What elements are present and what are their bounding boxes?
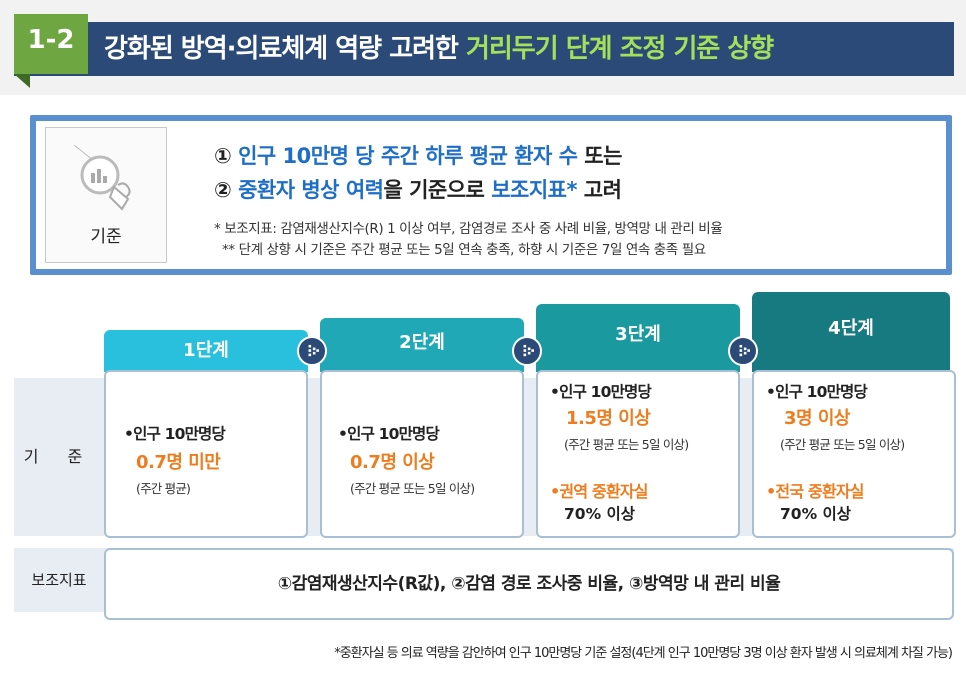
criteria-note-1: * 보조지표: 감염재생산지수(R) 1 이상 여부, 감염경로 조사 중 사례… bbox=[214, 221, 723, 237]
section-number-badge: 1-2 bbox=[14, 14, 88, 74]
stage-2-value: 0.7명 이상 bbox=[350, 452, 435, 473]
stage-3-extra-value: 70% 이상 bbox=[564, 505, 636, 523]
badge-fold bbox=[14, 74, 30, 88]
stage-1-header: 1단계 bbox=[104, 330, 308, 372]
stage-4-header: 4단계 bbox=[752, 292, 950, 372]
page-title: 강화된 방역·의료체계 역량 고려한 거리두기 단계 조정 기준 상향 bbox=[104, 22, 774, 76]
stage-3-extra-point: •권역 중환자실 bbox=[550, 482, 649, 501]
stage-4-extra-value: 70% 이상 bbox=[780, 505, 852, 523]
criteria-line-2: ② 중환자 병상 여력을 기준으로 보조지표* 고려 bbox=[214, 174, 622, 204]
chevron-right-icon bbox=[512, 336, 542, 366]
stage-1-value: 0.7명 미만 bbox=[136, 452, 221, 473]
stage-1-point: •인구 10만명당 bbox=[124, 425, 226, 443]
chart-magnifier-icon bbox=[74, 145, 131, 211]
stage-2-detail: (주간 평균 또는 5일 이상) bbox=[350, 481, 475, 496]
stage-3-header: 3단계 bbox=[536, 304, 740, 372]
stage-4-card: •인구 10만명당 3명 이상 (주간 평균 또는 5일 이상) •전국 중환자… bbox=[752, 370, 956, 538]
stage-1-card: •인구 10만명당 0.7명 미만 (주간 평균) bbox=[104, 370, 308, 538]
criteria-line-2-mid: 을 기준으로 bbox=[383, 178, 492, 202]
stage-4-point: •인구 10만명당 bbox=[766, 383, 868, 401]
criteria-line-1-rest: 또는 bbox=[577, 144, 622, 168]
criteria-line-1-marker: ① bbox=[214, 144, 239, 168]
criteria-line-1: ① 인구 10만명 당 주간 하루 평균 환자 수 또는 bbox=[214, 140, 622, 170]
row-label-criteria: 기 준 bbox=[23, 447, 95, 466]
chevron-right-icon bbox=[728, 336, 758, 366]
criteria-icon-panel bbox=[45, 127, 167, 263]
criteria-note-2: ** 단계 상향 시 기준은 주간 평균 또는 5일 연속 충족, 하향 시 기… bbox=[222, 242, 706, 258]
stage-4-detail: (주간 평균 또는 5일 이상) bbox=[780, 437, 905, 452]
footnote: *중환자실 등 의료 역량을 감안하여 인구 10만명당 기준 설정(4단계 인… bbox=[334, 646, 953, 661]
header-bar bbox=[14, 22, 954, 76]
aux-indicator-card bbox=[104, 548, 954, 620]
aux-indicator-text: ①감염재생산지수(R값), ②감염 경로 조사중 비율, ③방역망 내 관리 비… bbox=[277, 574, 781, 594]
section-number: 1-2 bbox=[27, 25, 75, 55]
title-highlight: 거리두기 단계 조정 기준 상향 bbox=[465, 34, 774, 64]
stage-3-card: •인구 10만명당 1.5명 이상 (주간 평균 또는 5일 이상) •권역 중… bbox=[536, 370, 740, 538]
criteria-line-2-rest: 고려 bbox=[576, 178, 622, 202]
title-main: 강화된 방역·의료체계 역량 고려한 bbox=[104, 34, 466, 64]
stage-3-detail: (주간 평균 또는 5일 이상) bbox=[564, 437, 689, 452]
stage-1-detail: (주간 평균) bbox=[136, 481, 191, 496]
criteria-line-2-blue-1: 중환자 병상 여력 bbox=[238, 178, 384, 202]
criteria-line-2-marker: ② bbox=[214, 178, 239, 202]
criteria-label: 기준 bbox=[90, 227, 122, 247]
criteria-box bbox=[36, 121, 946, 269]
stage-4-extra-point: •전국 중환자실 bbox=[766, 482, 865, 501]
criteria-line-2-blue-2: 보조지표* bbox=[491, 178, 577, 202]
stage-3-value: 1.5명 이상 bbox=[566, 408, 651, 429]
stage-2-header: 2단계 bbox=[320, 318, 524, 372]
stage-3-point: •인구 10만명당 bbox=[550, 383, 652, 401]
row-label-aux: 보조지표 bbox=[31, 571, 87, 589]
chevron-right-icon bbox=[297, 336, 327, 366]
stage-2-point: •인구 10만명당 bbox=[338, 425, 440, 443]
criteria-line-1-blue: 인구 10만명 당 주간 하루 평균 환자 수 bbox=[238, 144, 578, 168]
stage-4-value: 3명 이상 bbox=[784, 408, 850, 429]
stage-2-card: •인구 10만명당 0.7명 이상 (주간 평균 또는 5일 이상) bbox=[320, 370, 524, 538]
